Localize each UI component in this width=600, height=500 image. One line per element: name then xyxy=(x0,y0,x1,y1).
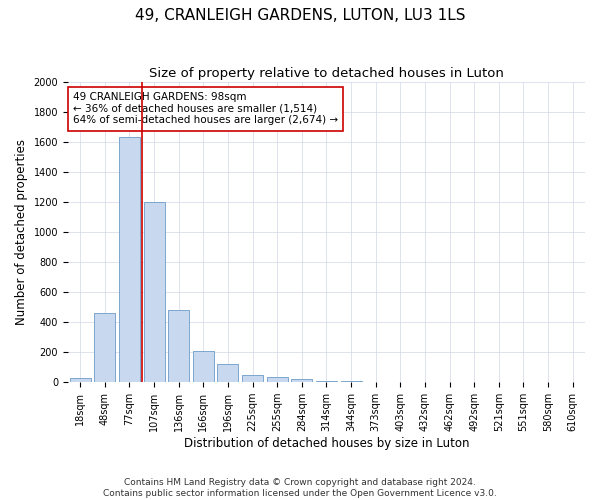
Bar xyxy=(70,378,91,382)
Text: 49, CRANLEIGH GARDENS, LUTON, LU3 1LS: 49, CRANLEIGH GARDENS, LUTON, LU3 1LS xyxy=(135,8,465,22)
Bar xyxy=(143,202,164,382)
Bar xyxy=(267,377,287,382)
Text: 49 CRANLEIGH GARDENS: 98sqm
← 36% of detached houses are smaller (1,514)
64% of : 49 CRANLEIGH GARDENS: 98sqm ← 36% of det… xyxy=(73,92,338,126)
Bar xyxy=(242,374,263,382)
Bar xyxy=(94,313,115,382)
X-axis label: Distribution of detached houses by size in Luton: Distribution of detached houses by size … xyxy=(184,437,469,450)
Title: Size of property relative to detached houses in Luton: Size of property relative to detached ho… xyxy=(149,68,504,80)
Bar xyxy=(292,379,312,382)
Bar xyxy=(119,138,140,382)
Text: Contains HM Land Registry data © Crown copyright and database right 2024.
Contai: Contains HM Land Registry data © Crown c… xyxy=(103,478,497,498)
Bar xyxy=(193,350,214,382)
Bar xyxy=(168,310,189,382)
Y-axis label: Number of detached properties: Number of detached properties xyxy=(15,139,28,325)
Bar xyxy=(316,380,337,382)
Bar xyxy=(217,364,238,382)
